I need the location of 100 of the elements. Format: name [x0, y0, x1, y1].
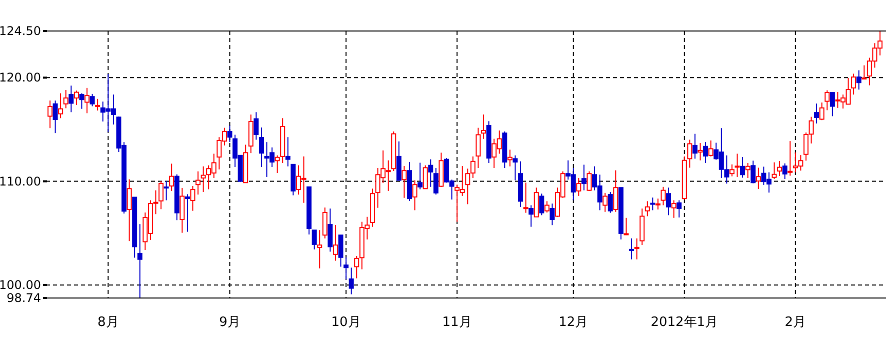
candlestick	[396, 140, 402, 181]
candlestick	[634, 238, 640, 260]
candlestick	[68, 85, 74, 113]
candlestick	[586, 170, 592, 192]
candlestick	[126, 178, 132, 242]
candlestick	[63, 89, 68, 109]
candlestick	[576, 177, 582, 196]
x-tick-label: 2月	[784, 315, 806, 330]
candlestick	[687, 139, 692, 168]
candlestick	[428, 158, 434, 188]
candlestick	[698, 142, 703, 161]
candlestick	[851, 73, 856, 96]
candlestick	[624, 217, 629, 236]
candlestick	[354, 256, 360, 279]
candlestick	[418, 162, 423, 190]
candlestick	[164, 180, 169, 201]
candlestick	[671, 200, 676, 218]
candlestick	[613, 170, 618, 212]
candlestick	[433, 168, 438, 196]
x-tick-label: 10月	[331, 315, 361, 330]
candlestick	[312, 230, 317, 250]
candlestick	[52, 100, 58, 134]
candlestick	[58, 92, 64, 119]
y-tick-label: 110.00	[0, 174, 41, 188]
candlestick	[254, 112, 259, 140]
candlestick	[550, 203, 555, 226]
y-tick-label: 100.00	[0, 278, 41, 292]
x-tick-label: 11月	[442, 315, 472, 330]
candlestick	[200, 166, 206, 192]
candlestick	[422, 164, 428, 190]
candlestick	[692, 133, 698, 160]
candlestick	[629, 238, 634, 260]
candlestick	[734, 153, 740, 178]
candlestick	[412, 180, 418, 211]
x-tick-label: 12月	[558, 315, 588, 330]
candlestick	[666, 187, 672, 216]
candlestick	[402, 166, 407, 198]
candlestick	[544, 200, 550, 213]
x-tick-label: 8月	[98, 315, 119, 330]
candlestick	[258, 126, 264, 168]
candlestick	[655, 198, 660, 210]
candlestick	[169, 163, 174, 192]
candlestick	[644, 200, 650, 217]
candlestick	[348, 267, 354, 295]
candlestick	[180, 187, 185, 234]
candlestick	[830, 92, 835, 117]
candlestick	[481, 114, 486, 140]
candlestick	[650, 197, 656, 211]
candlestick	[756, 167, 761, 190]
candlestick	[274, 154, 280, 174]
y-tick-label: 120.00	[0, 70, 41, 85]
candlestick	[708, 140, 714, 157]
candlestick	[772, 162, 777, 180]
candlestick	[660, 186, 666, 206]
candlestick	[750, 160, 756, 184]
y-tick-label: 98.74	[6, 291, 41, 305]
candlestick	[332, 224, 338, 262]
candlestick	[856, 70, 862, 90]
candlestick	[84, 87, 90, 114]
candlestick	[729, 164, 734, 177]
candlestick	[74, 90, 79, 106]
candlestick	[507, 149, 512, 167]
candlestick	[322, 207, 328, 239]
candlestick	[676, 200, 682, 218]
candlestick	[824, 90, 830, 111]
candlestick	[608, 191, 613, 214]
candlestick	[190, 185, 196, 212]
candlestick	[819, 102, 824, 121]
candlestick	[344, 256, 349, 280]
candlestick	[227, 125, 232, 143]
candlestick	[788, 140, 793, 176]
candlestick	[523, 182, 528, 214]
x-tick-label: 9月	[219, 315, 240, 330]
candlestick	[158, 180, 164, 210]
candlestick	[79, 92, 84, 110]
candlestick	[196, 170, 201, 196]
candlestick	[184, 194, 190, 232]
candlestick	[814, 103, 820, 124]
candlestick	[602, 192, 608, 212]
candlestick	[862, 64, 867, 80]
candlestick	[137, 224, 142, 298]
candlestick	[48, 100, 52, 129]
candlestick	[539, 193, 544, 216]
candlestick	[703, 142, 708, 164]
candlestick	[581, 164, 586, 191]
x-tick-label: 2012年1月	[650, 315, 718, 330]
candlestick	[476, 127, 481, 169]
candlestick	[745, 162, 750, 178]
candlestick	[782, 162, 788, 180]
candlestick	[328, 208, 333, 252]
candlestick	[528, 204, 534, 228]
candlestick	[95, 98, 100, 111]
candlestick	[338, 234, 344, 268]
y-tick-label: 124.50	[0, 24, 41, 38]
candlestick	[317, 230, 322, 269]
candlestick	[90, 93, 95, 107]
candlestick	[512, 154, 518, 181]
candlestick	[740, 156, 746, 178]
candlestick	[777, 160, 782, 177]
candlestick	[285, 136, 290, 167]
